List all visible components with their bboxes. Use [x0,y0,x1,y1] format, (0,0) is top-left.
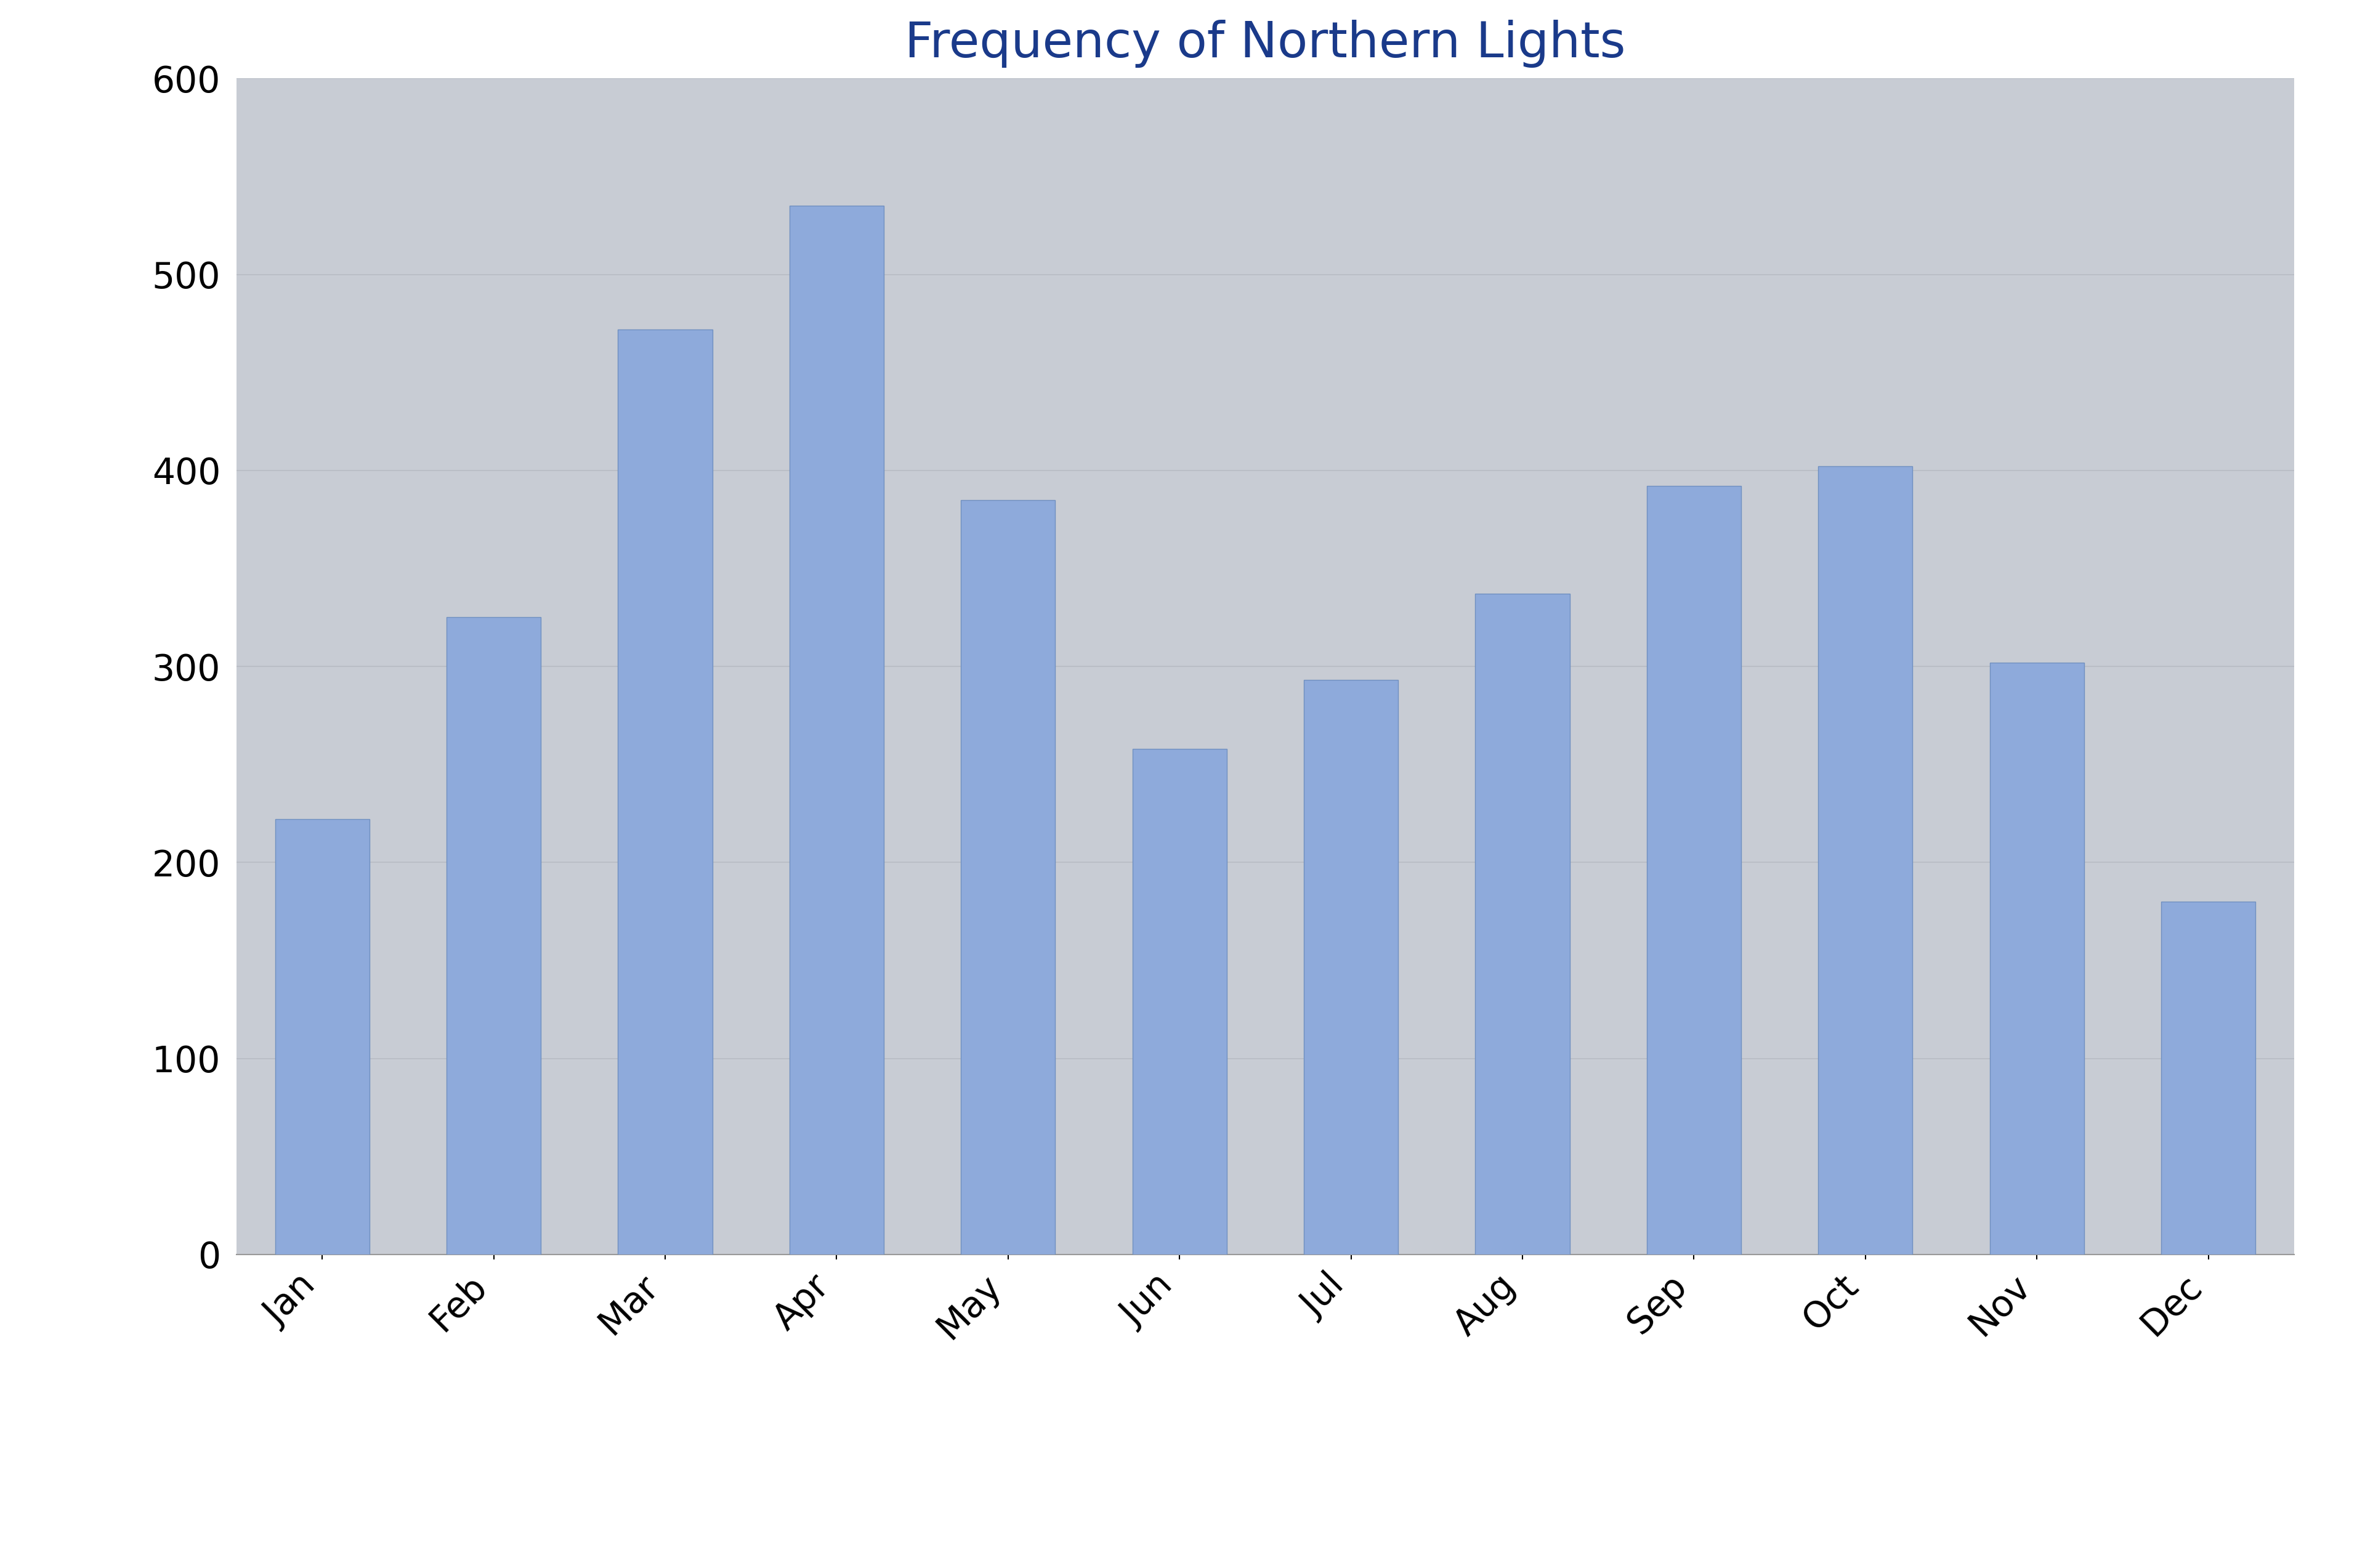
Bar [790,205,885,1254]
Bar [1133,750,1227,1254]
Title: Frequency of Northern Lights: Frequency of Northern Lights [906,19,1625,67]
Bar [1989,662,2084,1254]
Bar [1646,486,1741,1254]
Bar [274,818,369,1254]
Bar [1303,681,1398,1254]
Bar [2162,902,2256,1254]
Bar [960,500,1055,1254]
Bar [447,618,542,1254]
Bar [1476,594,1570,1254]
Bar [617,329,712,1254]
Bar [1819,467,1913,1254]
